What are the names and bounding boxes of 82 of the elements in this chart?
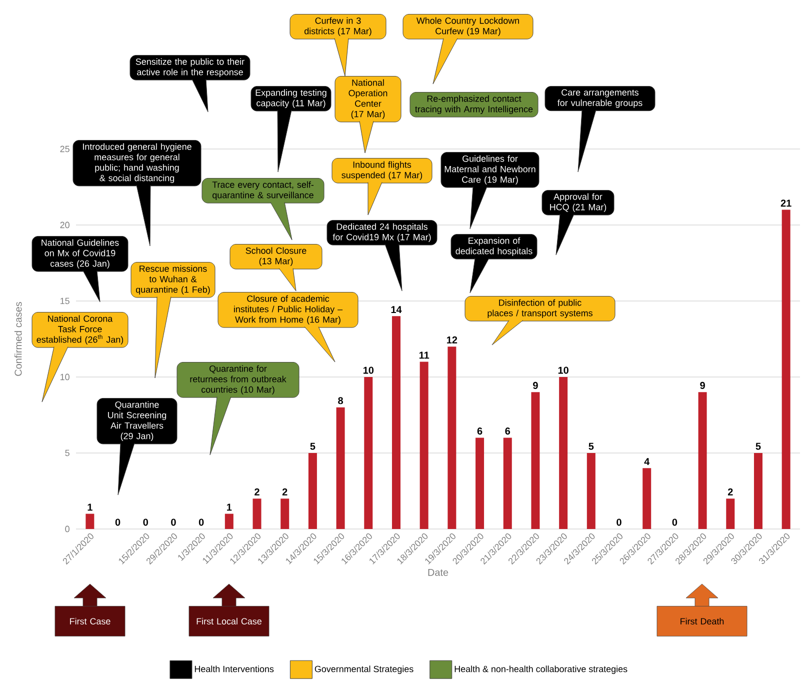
bar — [586, 452, 596, 529]
data-label: 8 — [338, 397, 344, 404]
y-tick-label: 15 — [60, 298, 70, 304]
bar — [531, 392, 540, 529]
data-label: 2 — [728, 488, 733, 496]
bar — [448, 346, 456, 529]
y-tick-label: 0 — [65, 526, 70, 532]
annotation: Quarantine Unit Screening Air Travellers (29 Jan) — [108, 401, 166, 441]
annotation: Rescue missions to Wuhan & quarantine (1 Feb) — [136, 265, 210, 295]
data-label: 2 — [254, 488, 260, 496]
annotation: Introduced general hygiene measures for general public; hand washing & social distancing — [83, 143, 192, 183]
bar — [252, 498, 262, 529]
annotation: Dedicated 24 hospitals for Covid19 Mx (17 Mar) — [332, 223, 431, 242]
bar — [698, 392, 707, 529]
text: National Operation Center (17 Mar) — [348, 79, 388, 119]
annotation: Trace every contact, self-quarantine & surveillance — [212, 181, 314, 200]
annotation: Expansion of dedicated hospitals — [456, 237, 532, 256]
bar — [476, 438, 484, 529]
annotation: Quarantine for returnees from outbreak countries (10 Mar) — [190, 365, 286, 395]
bar — [642, 468, 652, 529]
bar — [503, 438, 512, 529]
data-label: 0 — [171, 518, 176, 526]
text: Re-emphasized contact tracing with Army Intelligence — [415, 95, 533, 114]
data-label: 0 — [672, 518, 678, 526]
text: Curfew in 3 districts (17 Mar) — [304, 17, 372, 36]
data-label: 5 — [756, 442, 761, 450]
y-tick-label: 20 — [60, 222, 70, 228]
bar — [726, 498, 735, 529]
data-label: 2 — [282, 488, 288, 496]
bar — [308, 452, 317, 529]
data-label: 14 — [391, 306, 402, 313]
bar — [86, 514, 94, 529]
bar — [559, 376, 568, 529]
data-label: 0 — [198, 518, 204, 526]
annotation: National Guidelines on Mx of Covid19 cases (26 Jan) — [42, 239, 119, 269]
data-label: 6 — [505, 428, 510, 435]
text: Expanding testing capacity (11 Mar) — [256, 89, 326, 108]
text: First Death — [680, 618, 724, 624]
annotation: Closure of academic institutes / Public Holiday – Work from Home (16 Mar) — [234, 295, 343, 325]
bar — [420, 362, 428, 529]
bar — [782, 210, 790, 529]
text: First Local Case — [196, 618, 262, 624]
annotation: School Closure (13 Mar) — [246, 247, 306, 266]
bar — [280, 498, 290, 529]
bar — [224, 514, 234, 529]
data-label: 10 — [363, 366, 374, 374]
data-label: 21 — [780, 200, 792, 207]
annotation: Disinfection of public places / transport systems — [488, 299, 592, 318]
data-label: 10 — [558, 366, 568, 374]
text: First Case — [70, 618, 110, 624]
annotation: National Corona Task Force established (26$^{th}$ Jan) — [36, 315, 124, 345]
data-label: 6 — [477, 428, 482, 435]
bar — [392, 316, 400, 529]
data-label: 1 — [227, 504, 232, 511]
data-label: 5 — [588, 442, 594, 450]
legend-label: Health & non-health collaborative strategies — [454, 666, 628, 674]
y-tick-label: 10 — [60, 374, 70, 380]
data-label: 9 — [533, 382, 538, 389]
legend-label: Governmental Strategies — [314, 666, 414, 674]
legend-label: Health Interventions — [194, 666, 274, 672]
data-label: 0 — [115, 518, 120, 526]
bar — [754, 452, 762, 529]
text: Sensitize the public to their active role in the response — [136, 58, 244, 78]
bar — [364, 376, 373, 529]
annotation: Inbound flights suspended (17 Mar) — [342, 161, 422, 180]
y-tick-label: 25 — [60, 146, 70, 152]
annotation: Guidelines for Maternal and Newborn Care (19 Mar) — [444, 155, 536, 185]
data-label: 0 — [143, 518, 148, 526]
y-axis-title: Confirmed cases — [14, 302, 22, 376]
annotation: Approval for HCQ (21 Mar) — [550, 193, 606, 212]
text: Whole Country Lockdown Curfew (19 Mar) — [416, 17, 519, 36]
text: Care arrangements for vulnerable groups — [558, 89, 642, 108]
data-label: 9 — [700, 382, 705, 389]
x-axis-title: Date — [428, 568, 448, 576]
data-label: 5 — [310, 442, 316, 450]
data-label: 12 — [447, 336, 458, 344]
data-label: 0 — [616, 518, 622, 526]
data-label: 11 — [419, 352, 430, 359]
y-tick-label: 5 — [65, 450, 70, 456]
data-label: 1 — [88, 504, 92, 511]
bar — [336, 407, 345, 529]
data-label: 4 — [644, 458, 650, 465]
